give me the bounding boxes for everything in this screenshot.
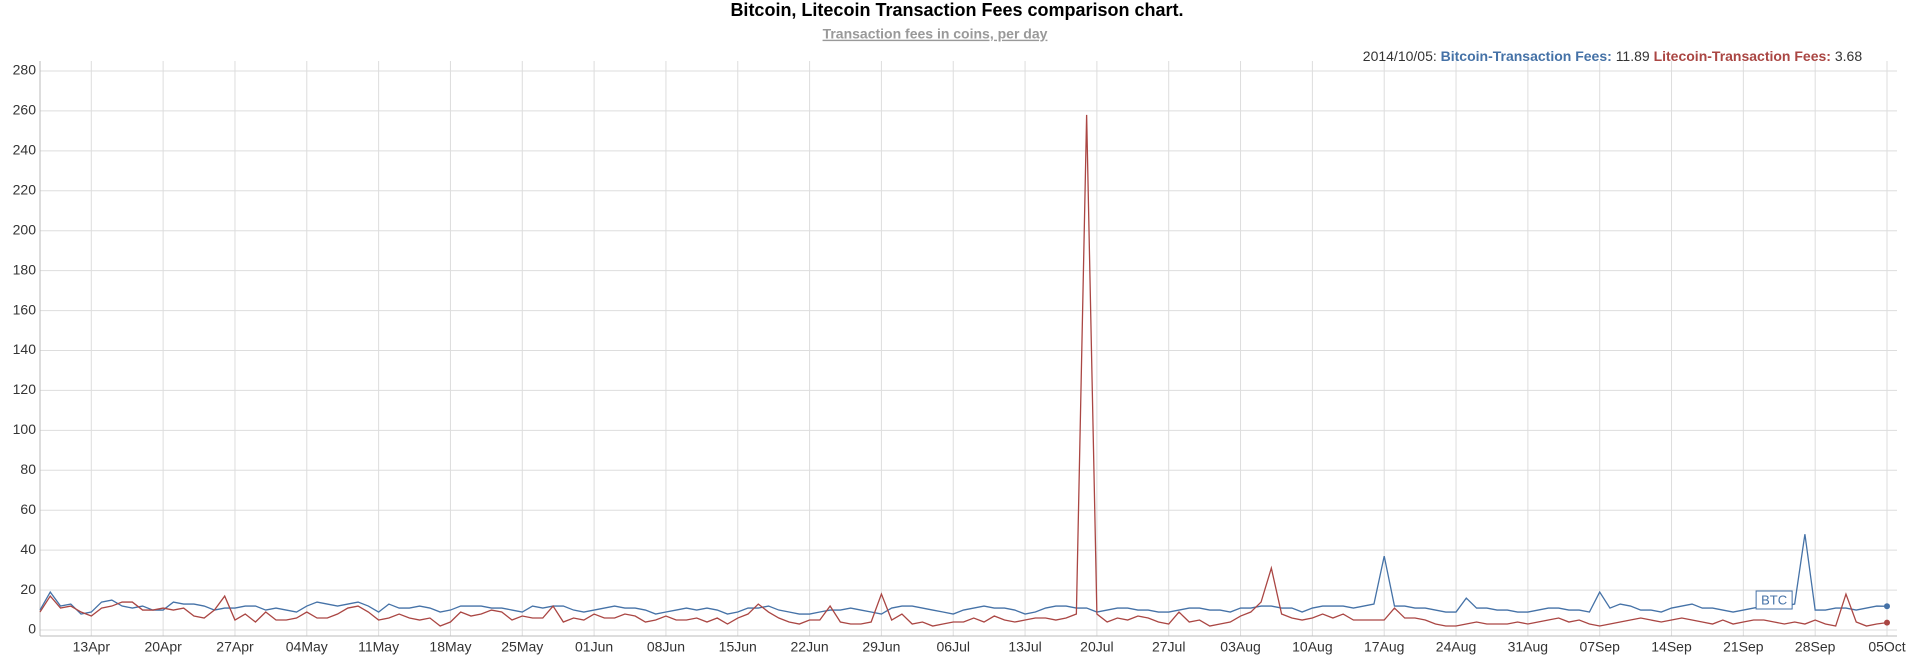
x-tick-label: 27Jul [1152, 639, 1185, 655]
y-tick-label: 160 [13, 301, 37, 317]
y-tick-label: 240 [13, 142, 37, 158]
x-tick-label: 05Oct [1868, 639, 1905, 655]
x-tick-label: 14Sep [1651, 639, 1692, 655]
tooltip-value: 3.68 [1834, 48, 1863, 64]
y-tick-label: 200 [13, 221, 37, 237]
chart-title: Bitcoin, Litecoin Transaction Fees compa… [730, 0, 1183, 20]
x-tick-label: 29Jun [862, 639, 900, 655]
y-tick-label: 280 [13, 62, 37, 78]
y-tick-label: 0 [28, 621, 36, 637]
x-tick-label: 17Aug [1364, 639, 1404, 655]
x-tick-label: 04May [286, 639, 328, 655]
x-tick-label: 27Apr [216, 639, 254, 655]
flag-box [1755, 590, 1793, 610]
y-tick-label: 100 [13, 421, 37, 437]
x-tick-label: 21Sep [1723, 639, 1764, 655]
y-tick-label: 220 [13, 181, 37, 197]
flag-text: BTC [1761, 592, 1787, 607]
x-tick-label: 20Jul [1080, 639, 1113, 655]
tooltip-series-name: Bitcoin-Transaction Fees [1441, 48, 1612, 64]
x-tick-label: 10Aug [1292, 639, 1332, 655]
x-tick-label: 25May [501, 639, 543, 655]
y-tick-label: 120 [13, 381, 37, 397]
chart-subtitle: Transaction fees in coins, per day [823, 26, 1048, 42]
x-tick-label: 06Jul [937, 639, 970, 655]
x-tick-label: 31Aug [1508, 639, 1548, 655]
x-tick-label: 22Jun [791, 639, 829, 655]
x-tick-label: 20Apr [144, 639, 182, 655]
x-tick-label: 03Aug [1220, 639, 1260, 655]
hover-point [1884, 603, 1890, 610]
x-tick-label: 07Sep [1579, 639, 1620, 655]
y-tick-label: 20 [20, 581, 36, 597]
x-tick-label: 11May [358, 639, 399, 655]
y-tick-label: 140 [13, 341, 37, 357]
x-tick-label: 18May [429, 639, 471, 655]
hover-point [1884, 619, 1890, 626]
x-tick-label: 28Sep [1795, 639, 1836, 655]
tooltip-series-name: Litecoin-Transaction Fees [1654, 48, 1831, 64]
series-line [39, 534, 1888, 615]
tooltip: 2014/10/05: Bitcoin-Transaction Fees 11.… [1363, 48, 1866, 64]
tooltip-value: 11.89 [1615, 48, 1650, 64]
x-tick-label: 01Jun [575, 639, 613, 655]
x-tick-label: 13Jul [1008, 639, 1041, 655]
y-tick-label: 80 [20, 461, 36, 477]
x-tick-label: 13Apr [73, 639, 111, 655]
tooltip-date: 2014/10/05: [1362, 48, 1437, 64]
x-tick-label: 24Aug [1436, 639, 1476, 655]
y-tick-label: 180 [13, 261, 37, 277]
y-tick-label: 40 [20, 541, 36, 557]
x-tick-label: 08Jun [647, 639, 685, 655]
y-tick-label: 260 [13, 102, 37, 118]
series-line [39, 114, 1888, 627]
x-tick-label: 15Jun [719, 639, 757, 655]
y-tick-label: 60 [20, 501, 36, 517]
